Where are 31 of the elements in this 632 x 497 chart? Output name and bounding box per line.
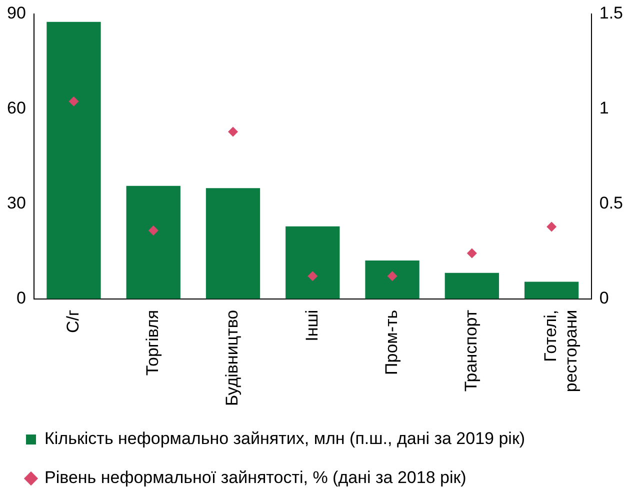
y2-tick-label: 1 (599, 98, 609, 118)
x-tick-label: Готелі, ресторани (541, 310, 581, 392)
y2-tick-label: 0.5 (599, 194, 624, 213)
point (466, 248, 477, 258)
y-tick-label: 90 (6, 4, 26, 23)
legend-label: Кількість неформально зайнятих, млн (п.ш., дані за 2019 рік) (44, 429, 526, 448)
y-tick-label: 60 (6, 98, 26, 118)
x-tick-label: Транспорт (462, 310, 481, 392)
x-tick-label: Пром-ть (382, 310, 401, 375)
point (387, 271, 398, 282)
bar (286, 226, 340, 299)
y2-tick-label: 0 (599, 288, 609, 308)
bar (46, 22, 101, 299)
bar (524, 282, 579, 299)
bar (126, 186, 180, 299)
point (308, 271, 318, 282)
point (228, 126, 238, 137)
legend-label: Рівень неформальної зайнятості, % (дані за 2018 рік) (44, 468, 466, 488)
bar (206, 188, 260, 299)
bar (444, 272, 499, 299)
x-tick-label: С/г (63, 310, 82, 334)
x-tick-label: Будівництво (222, 310, 242, 406)
y-tick-label: 30 (6, 194, 26, 213)
point (68, 96, 79, 106)
y-tick-label: 0 (16, 288, 26, 308)
x-tick-label: Інші (302, 310, 322, 342)
point (546, 222, 557, 232)
x-tick-label: Торгівля (143, 310, 162, 376)
y2-tick-label: 1.5 (599, 4, 624, 23)
point (148, 225, 158, 236)
bar (365, 260, 420, 299)
